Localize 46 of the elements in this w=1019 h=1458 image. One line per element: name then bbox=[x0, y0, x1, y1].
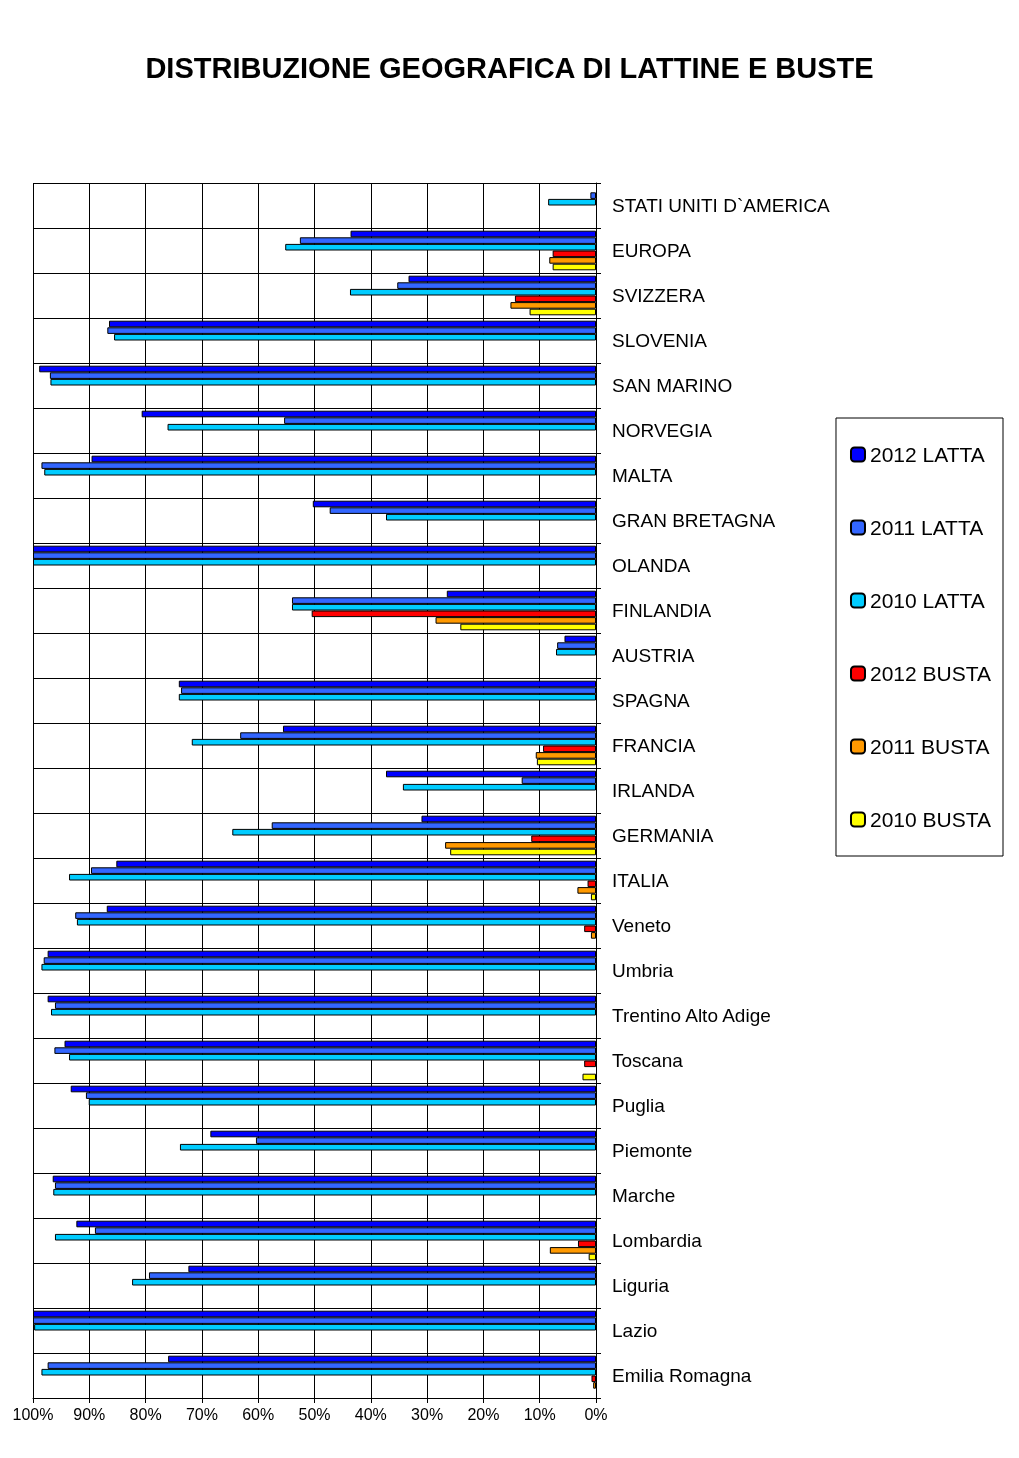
y-tick-label: Emilia Romagna bbox=[612, 1365, 752, 1386]
x-tick-label: 70% bbox=[185, 1405, 218, 1423]
x-tick-label: 40% bbox=[354, 1405, 387, 1423]
y-tick-label: GRAN BRETAGNA bbox=[612, 510, 776, 531]
y-tick-label: ITALIA bbox=[612, 870, 669, 891]
y-tick-label: IRLANDA bbox=[612, 780, 695, 801]
y-tick-label: Puglia bbox=[612, 1095, 666, 1116]
y-tick-label: EUROPA bbox=[612, 240, 692, 261]
y-tick-label: SLOVENIA bbox=[612, 330, 708, 351]
legend-label: 2010 LATTA bbox=[869, 589, 985, 612]
y-tick-label: Liguria bbox=[612, 1275, 670, 1296]
legend-label: 2011 LATTA bbox=[869, 516, 984, 539]
y-tick-label: Marche bbox=[612, 1185, 676, 1206]
y-tick-label: SAN MARINO bbox=[612, 375, 733, 396]
x-tick-label: 90% bbox=[73, 1405, 106, 1423]
y-tick-label: SPAGNA bbox=[612, 690, 691, 711]
legend-label: 2011 BUSTA bbox=[869, 735, 990, 758]
y-tick-label: MALTA bbox=[612, 465, 673, 486]
y-tick-label: Veneto bbox=[612, 915, 672, 936]
legend-label: 2010 BUSTA bbox=[869, 808, 992, 831]
x-tick-label: 20% bbox=[467, 1405, 500, 1423]
x-tick-label: 100% bbox=[12, 1405, 54, 1423]
y-tick-label: SVIZZERA bbox=[612, 285, 706, 306]
chart-title: DISTRIBUZIONE GEOGRAFICA DI LATTINE E BUSTE bbox=[145, 51, 874, 84]
y-tick-label: FINLANDIA bbox=[612, 600, 712, 621]
y-tick-label: AUSTRIA bbox=[612, 645, 695, 666]
x-tick-label: 60% bbox=[242, 1405, 275, 1423]
y-tick-label: STATI UNITI D`AMERICA bbox=[612, 195, 831, 216]
y-tick-label: Lazio bbox=[612, 1320, 658, 1341]
bar bbox=[582, 1073, 596, 1081]
legend-label: 2012 BUSTA bbox=[869, 662, 992, 685]
y-tick-label: Lombardia bbox=[612, 1230, 703, 1251]
y-tick-label: FRANCIA bbox=[612, 735, 696, 756]
y-tick-label: NORVEGIA bbox=[612, 420, 713, 441]
x-tick-label: 80% bbox=[129, 1405, 162, 1423]
x-tick-label: 30% bbox=[411, 1405, 444, 1423]
x-tick-label: 10% bbox=[523, 1405, 556, 1423]
y-tick-label: OLANDA bbox=[612, 555, 691, 576]
x-tick-label: 0% bbox=[584, 1405, 608, 1423]
x-tick-label: 50% bbox=[298, 1405, 331, 1423]
y-tick-label: Trentino Alto Adige bbox=[612, 1005, 771, 1026]
y-tick-label: GERMANIA bbox=[612, 825, 714, 846]
y-tick-label: Piemonte bbox=[612, 1140, 693, 1161]
y-tick-label: Toscana bbox=[612, 1050, 684, 1071]
y-tick-label: Umbria bbox=[612, 960, 674, 981]
legend-label: 2012 LATTA bbox=[869, 443, 985, 466]
